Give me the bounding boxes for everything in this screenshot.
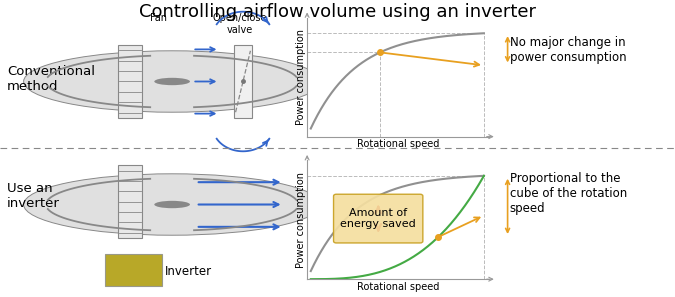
Text: Proportional to the
cube of the rotation
speed: Proportional to the cube of the rotation… xyxy=(510,172,627,215)
Text: Inverter: Inverter xyxy=(165,265,213,278)
FancyBboxPatch shape xyxy=(118,165,142,238)
FancyBboxPatch shape xyxy=(105,254,162,286)
Circle shape xyxy=(155,78,190,85)
Text: Amount of
energy saved: Amount of energy saved xyxy=(340,208,416,229)
FancyBboxPatch shape xyxy=(333,194,423,243)
Text: Open/close
valve: Open/close valve xyxy=(213,13,267,35)
Circle shape xyxy=(24,51,321,112)
Y-axis label: Power consumption: Power consumption xyxy=(296,172,306,268)
Text: Conventional
method: Conventional method xyxy=(7,65,94,93)
Text: No major change in
power consumption: No major change in power consumption xyxy=(510,36,626,64)
Text: Fan: Fan xyxy=(150,13,167,23)
FancyBboxPatch shape xyxy=(234,45,252,118)
Circle shape xyxy=(24,174,321,235)
Circle shape xyxy=(155,201,190,208)
FancyBboxPatch shape xyxy=(118,45,142,118)
X-axis label: Rotational speed: Rotational speed xyxy=(357,282,439,292)
Y-axis label: Power consumption: Power consumption xyxy=(296,29,306,125)
Text: Controlling airflow volume using an inverter: Controlling airflow volume using an inve… xyxy=(139,3,536,21)
Text: Use an
inverter: Use an inverter xyxy=(7,182,59,210)
X-axis label: Rotational speed: Rotational speed xyxy=(357,139,439,149)
